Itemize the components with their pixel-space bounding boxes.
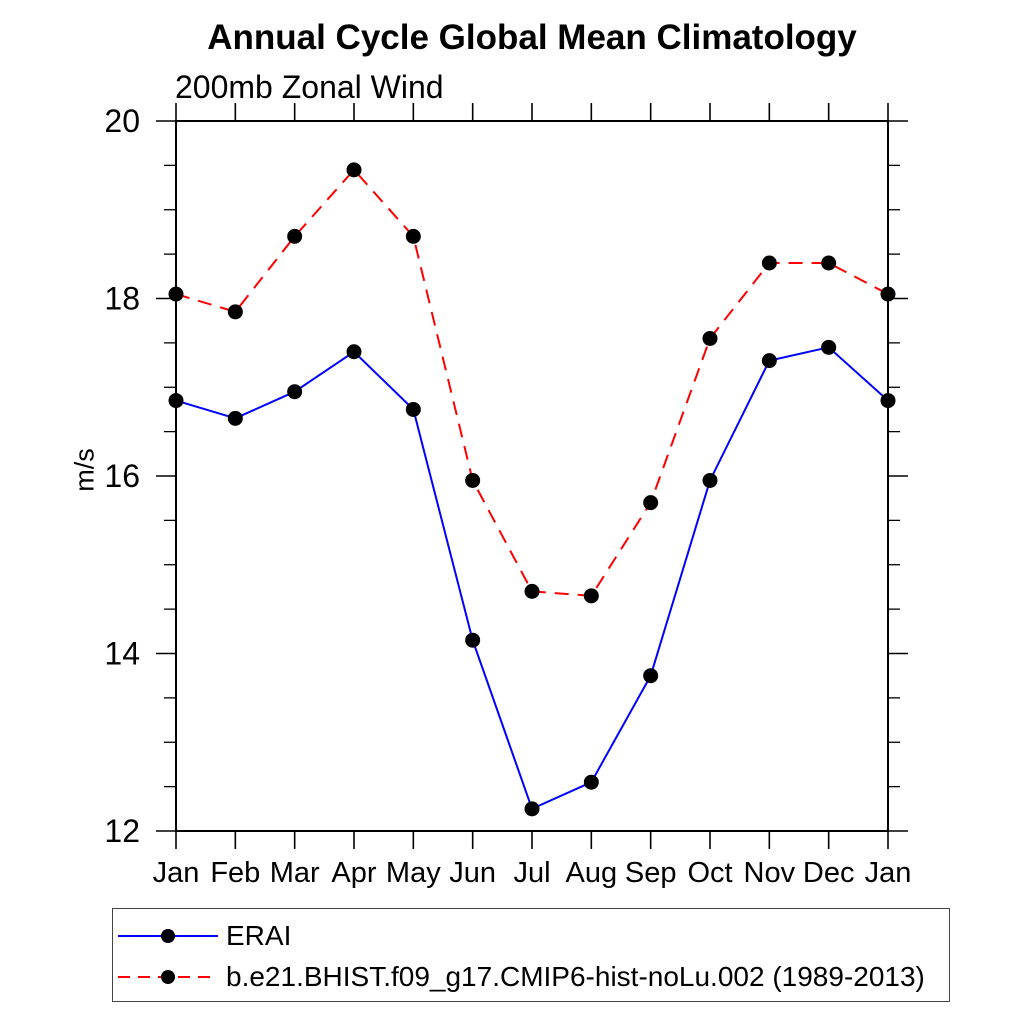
data-point [405, 401, 421, 417]
data-point [168, 393, 184, 409]
x-tick-label: Dec [803, 857, 855, 889]
series-line-ERAI [175, 346, 889, 811]
x-tick-label: Aug [566, 857, 618, 889]
x-tick-label: Sep [625, 857, 677, 889]
legend: ERAI b.e21.BHIST.f09_g17.CMIP6-hist-noLu… [112, 908, 950, 1002]
data-point [227, 410, 243, 426]
x-tick-label: May [386, 857, 441, 889]
data-point [287, 384, 303, 400]
chart-title: Annual Cycle Global Mean Climatology [207, 18, 857, 57]
data-point [287, 228, 303, 244]
line-marker-icon [118, 928, 218, 943]
data-point [702, 472, 718, 488]
data-point [643, 668, 659, 684]
data-point [465, 632, 481, 648]
y-tick-label: 12 [104, 813, 140, 849]
x-tick-label: Nov [744, 857, 796, 889]
data-point [524, 801, 540, 817]
data-point [583, 588, 599, 604]
line-marker-icon [118, 969, 218, 984]
data-point [821, 339, 837, 355]
y-tick-label: 18 [104, 281, 140, 317]
legend-item: b.e21.BHIST.f09_g17.CMIP6-hist-noLu.002 … [116, 956, 949, 997]
legend-item: ERAI [116, 915, 949, 956]
x-tick-label: Feb [210, 857, 260, 889]
data-point [880, 286, 896, 302]
data-point [821, 255, 837, 271]
y-tick-label: 14 [104, 636, 140, 672]
data-point [168, 286, 184, 302]
data-point [227, 304, 243, 320]
plot-frame [175, 120, 889, 832]
x-tick-label: Jun [449, 857, 496, 889]
y-tick-label: 20 [104, 103, 140, 139]
x-tick-label: Jul [513, 857, 550, 889]
x-tick-label: Apr [331, 857, 376, 889]
legend-marker [161, 928, 175, 943]
data-point [880, 393, 896, 409]
x-tick-label: Jan [865, 857, 912, 889]
data-point [346, 344, 362, 360]
x-tick-label: Jan [153, 857, 200, 889]
legend-label: ERAI [226, 919, 292, 951]
data-point [761, 353, 777, 369]
data-point [465, 472, 481, 488]
x-tick-label: Mar [270, 857, 320, 889]
data-point [405, 228, 421, 244]
data-point [583, 774, 599, 790]
legend-label: b.e21.BHIST.f09_g17.CMIP6-hist-noLu.002 … [226, 960, 925, 992]
data-point [643, 495, 659, 511]
x-tick-label: Oct [687, 857, 732, 889]
data-point [346, 162, 362, 178]
data-point [702, 330, 718, 346]
legend-marker [161, 969, 175, 984]
data-point [761, 255, 777, 271]
y-tick-label: 16 [104, 458, 140, 494]
chart-subtitle: 200mb Zonal Wind [175, 69, 444, 105]
data-point [524, 583, 540, 599]
series-line-b [175, 168, 889, 597]
